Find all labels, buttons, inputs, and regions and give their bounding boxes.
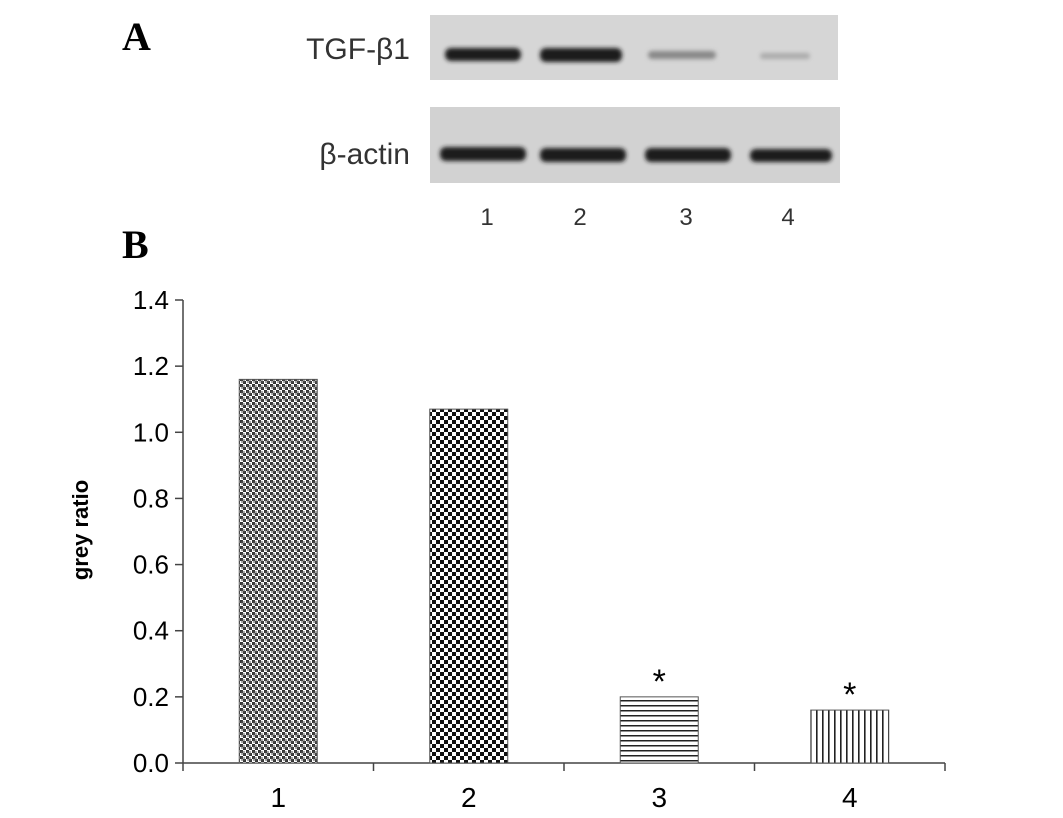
y-tick-label: 0.4 (133, 616, 169, 646)
y-tick-label: 1.4 (133, 285, 169, 315)
bar (429, 408, 509, 764)
bar (810, 709, 890, 764)
x-tick-label: 2 (461, 782, 477, 813)
lane-label: 2 (573, 204, 586, 231)
y-tick-label: 1.0 (133, 417, 169, 447)
panel-label: B (122, 222, 149, 267)
y-tick-label: 0.2 (133, 682, 169, 712)
y-tick-label: 1.2 (133, 351, 169, 381)
blot-strip (430, 15, 838, 80)
blot-row-label: TGF-β1 (306, 33, 410, 66)
band (760, 53, 810, 59)
x-tick-label: 1 (270, 782, 286, 813)
band (645, 148, 731, 162)
western-blot: TGF-β1 β-actin 1 2 3 4 (306, 15, 840, 231)
lane-label: 4 (781, 204, 794, 231)
band (540, 148, 626, 162)
y-tick-label: 0.0 (133, 748, 169, 778)
band (445, 48, 521, 61)
band (750, 149, 832, 162)
bar-chart: 0.0 0.2 0.4 0.6 0.8 1.0 1.2 1.4 1 2 3 * 4 * (133, 285, 946, 813)
x-tick-label: 4 (842, 782, 858, 813)
bar (238, 378, 318, 764)
significance-mark: * (843, 676, 856, 714)
lane-label: 1 (480, 204, 493, 231)
y-tick-label: 0.8 (133, 483, 169, 513)
y-tick-label: 0.6 (133, 550, 169, 580)
blot-row-label: β-actin (319, 138, 410, 171)
blot-strip (430, 107, 840, 183)
panel-label: A (122, 14, 151, 59)
significance-mark: * (653, 663, 666, 701)
lane-label: 3 (679, 204, 692, 231)
band (540, 48, 622, 62)
x-tick-label: 3 (651, 782, 667, 813)
y-axis-label: grey ratio (68, 480, 93, 580)
band (648, 51, 716, 59)
bar (619, 696, 699, 764)
band (440, 147, 526, 161)
